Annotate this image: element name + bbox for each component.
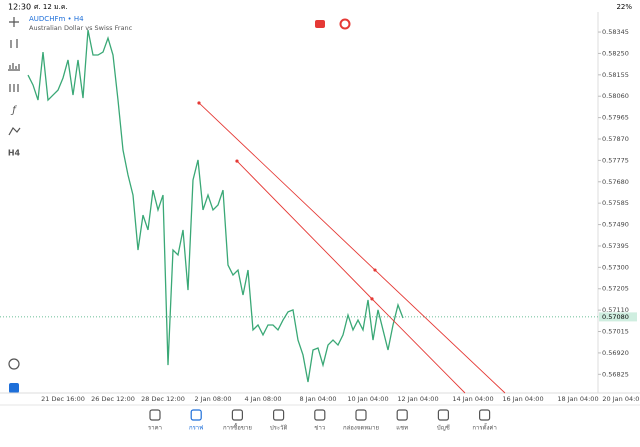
x-tick-label: 8 Jan 04:00 — [299, 395, 336, 403]
objects[interactable] — [9, 84, 19, 92]
current-price-box — [599, 312, 637, 322]
tab-label: แชท — [396, 425, 408, 432]
tab[interactable]: บัญชี — [437, 409, 450, 432]
tab-icon — [396, 409, 408, 421]
x-tick-label: 12 Jan 04:00 — [397, 395, 438, 403]
y-tick-label: 0.56825 — [602, 370, 629, 378]
y-tick-label: 0.57965 — [602, 114, 629, 122]
tab-icon — [149, 409, 161, 421]
tab-icon — [273, 409, 285, 421]
plot-area: 0.58345 0.58250 0.58155 0.58060 0.57965 0.578… — [0, 12, 640, 403]
trend-anchor — [235, 159, 239, 163]
y-tick-label: 0.57110 — [602, 306, 629, 314]
tab-icon — [231, 409, 243, 421]
y-tick-label: 0.57205 — [602, 285, 629, 293]
x-tick-label: 18 Jan 04:00 — [557, 395, 598, 403]
tab-icon — [355, 409, 367, 421]
current-price-label: 0.57080 — [602, 313, 629, 321]
x-tick-label: 4 Jan 08:00 — [244, 395, 281, 403]
tab[interactable]: การซื้อขาย — [223, 409, 252, 432]
x-tick-label: 16 Jan 04:00 — [502, 395, 543, 403]
tab-label: ประวัติ — [270, 425, 288, 432]
tab-label: กล่องจดหมาย — [343, 425, 379, 432]
app-logo[interactable] — [9, 383, 19, 393]
chart-type[interactable] — [10, 39, 18, 48]
x-tick-label: 2 Jan 08:00 — [194, 395, 231, 403]
functions-icon[interactable]: ƒ — [10, 105, 17, 116]
y-tick-label: 0.57585 — [602, 199, 629, 207]
tab-icon — [314, 409, 326, 421]
tab-bar: ราคา กราฟ การซื้อขาย ประวัติ ข่าว กล่องจดหมาย… — [148, 409, 497, 432]
status-date: ศ. 12 ม.ค. — [34, 3, 68, 11]
tab-label: การตั้งค่า — [472, 422, 496, 432]
symbol[interactable]: AUDCHFm • H4 — [29, 15, 84, 23]
y-tick-label: 0.58250 — [602, 49, 629, 57]
tab[interactable]: ข่าว — [314, 409, 326, 432]
tab-label: ข่าว — [314, 425, 325, 432]
tab[interactable]: กราฟ — [189, 409, 203, 432]
symbol-description: Australian Dollar vs Swiss Franc — [29, 24, 133, 32]
y-tick-label: 0.57680 — [602, 178, 629, 186]
drawing[interactable] — [8, 127, 21, 136]
x-tick-label: 21 Dec 16:00 — [41, 395, 85, 403]
tab[interactable]: ประวัติ — [270, 409, 288, 432]
zoom[interactable] — [8, 358, 20, 370]
y-tick-label: 0.57300 — [602, 263, 629, 271]
tab[interactable]: การตั้งค่า — [472, 409, 497, 432]
x-tick-label: 26 Dec 12:00 — [91, 395, 135, 403]
y-tick-label: 0.57015 — [602, 328, 629, 336]
price-line — [27, 29, 404, 383]
tab[interactable]: ราคา — [148, 409, 162, 432]
timeframe[interactable]: H4 — [8, 149, 21, 158]
y-tick-label: 0.58060 — [602, 92, 629, 100]
trend-anchor — [197, 101, 201, 105]
tab-icon — [190, 409, 202, 421]
trend-line — [236, 160, 466, 394]
trend-line — [198, 102, 506, 394]
y-tick-label: 0.56920 — [602, 349, 629, 357]
x-tick-label: 28 Dec 12:00 — [141, 395, 185, 403]
status-time: 12:30 — [8, 3, 31, 12]
x-tick-label: 10 Jan 04:00 — [347, 395, 388, 403]
tab-label: บัญชี — [437, 424, 450, 432]
tab[interactable]: แชท — [396, 409, 408, 432]
left-toolbar: ƒ H4 — [8, 17, 21, 393]
y-tick-label: 0.57775 — [602, 156, 629, 164]
tab-icon — [479, 409, 491, 421]
one-click-trading[interactable] — [315, 20, 325, 28]
x-tick-label: 14 Jan 04:00 — [452, 395, 493, 403]
trend-anchor — [373, 268, 377, 272]
crosshair[interactable] — [9, 17, 19, 27]
indicators[interactable] — [8, 63, 20, 71]
y-tick-label: 0.57870 — [602, 135, 629, 143]
tab[interactable]: กล่องจดหมาย — [343, 409, 379, 432]
y-tick-label: 0.57490 — [602, 221, 629, 229]
tab-label: ราคา — [148, 425, 162, 432]
tab-label: การซื้อขาย — [223, 422, 252, 432]
y-tick-label: 0.58345 — [602, 28, 629, 36]
y-tick-label: 0.58155 — [602, 71, 629, 79]
tab-label: กราฟ — [189, 425, 203, 432]
tab-icon — [437, 409, 449, 421]
status-battery: 22% — [616, 3, 632, 11]
x-tick-label: 20 Jan 04:00 — [602, 395, 640, 403]
trend-anchor — [370, 297, 374, 301]
sync-icon[interactable] — [339, 18, 351, 30]
y-tick-label: 0.57395 — [602, 242, 629, 250]
